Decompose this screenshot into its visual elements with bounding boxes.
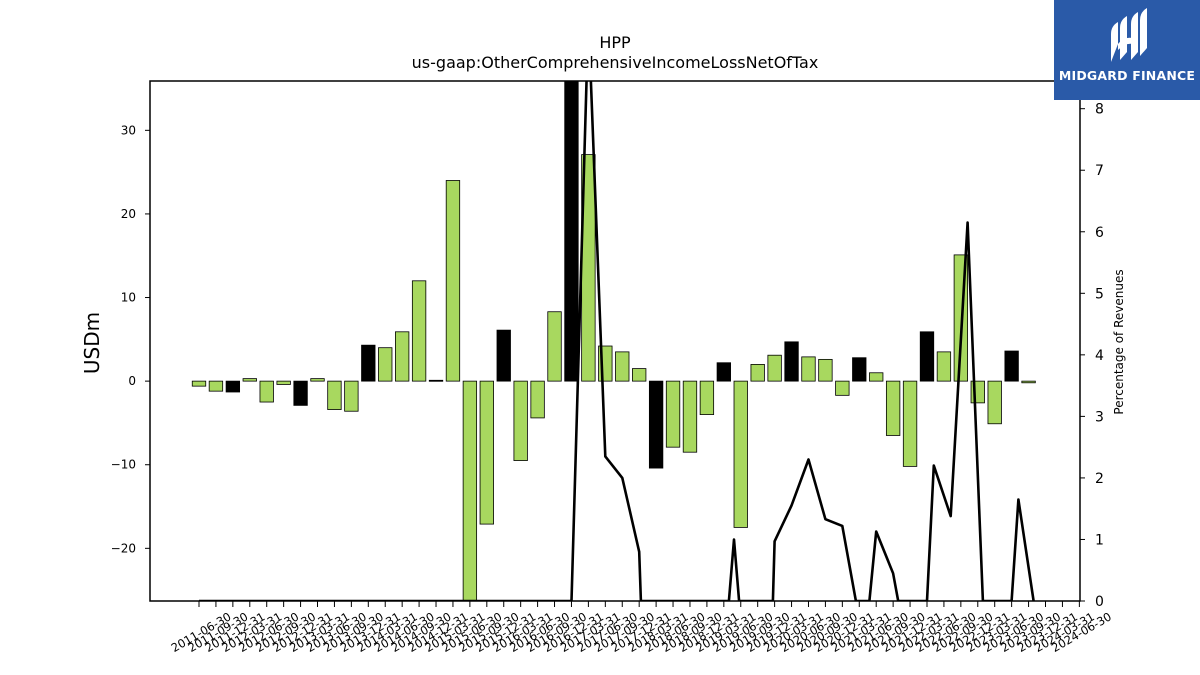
- bar: [801, 356, 816, 382]
- bar: [733, 380, 748, 528]
- y-tick-label: 10: [121, 291, 136, 305]
- bar: [259, 380, 274, 403]
- bar: [208, 380, 224, 392]
- bar: [378, 347, 393, 382]
- y-tick-label: 0: [128, 374, 136, 388]
- bar: [395, 331, 410, 382]
- bar: [767, 354, 782, 382]
- bar: [225, 380, 241, 393]
- bar: [361, 344, 376, 382]
- bar: [344, 380, 359, 412]
- bar: [496, 329, 511, 382]
- bar: [936, 351, 952, 382]
- bar: [242, 378, 257, 382]
- y2-tick-label: 3: [1095, 409, 1104, 425]
- bar: [513, 380, 528, 461]
- bar: [293, 380, 308, 406]
- bar: [852, 357, 867, 382]
- bar: [191, 380, 207, 387]
- y2-tick-label: 4: [1095, 348, 1104, 364]
- bar: [310, 378, 325, 382]
- y2-axis-label: Percentage of Revenues: [1112, 269, 1126, 414]
- bar: [885, 380, 901, 436]
- bar: [869, 372, 884, 382]
- bar: [818, 358, 833, 382]
- bar: [564, 80, 579, 382]
- bar: [276, 380, 291, 385]
- bar: [987, 380, 1002, 425]
- y2-tick-label: 6: [1095, 225, 1104, 241]
- bar: [699, 380, 715, 415]
- plot-area: −20−1001020300123456782011-06-302011-09-…: [111, 80, 1114, 655]
- y2-tick-label: 1: [1095, 532, 1104, 548]
- y2-tick-label: 2: [1095, 471, 1104, 487]
- bar: [784, 341, 799, 382]
- brand-logo: MIDGARD FINANCE: [1054, 0, 1200, 100]
- bar: [479, 380, 494, 525]
- y2-tick-label: 7: [1095, 163, 1104, 179]
- bar: [327, 380, 342, 410]
- bar: [902, 380, 918, 467]
- bar: [665, 380, 681, 448]
- y2-tick-label: 0: [1095, 594, 1104, 610]
- bar: [648, 380, 664, 469]
- plot-frame: [149, 80, 1081, 602]
- chart-subtitle: us-gaap:OtherComprehensiveIncomeLossNetO…: [412, 53, 819, 72]
- bar: [547, 311, 562, 382]
- bar: [530, 380, 545, 419]
- bar: [428, 379, 444, 382]
- bar: [1021, 380, 1036, 384]
- bar: [411, 280, 427, 382]
- y-tick-label: 30: [121, 123, 136, 137]
- bar: [682, 380, 698, 453]
- logo-icon: [1111, 8, 1147, 62]
- bar: [835, 380, 850, 396]
- logo-text: MIDGARD FINANCE: [1058, 68, 1196, 83]
- revenue-percentage-line: [199, 81, 1035, 601]
- bar: [750, 364, 765, 382]
- y2-tick-label: 5: [1095, 286, 1104, 302]
- bar: [445, 180, 461, 382]
- chart-title: HPP: [599, 33, 631, 52]
- y-tick-label: −20: [111, 541, 136, 555]
- y2-tick-label: 8: [1095, 102, 1104, 118]
- bar: [615, 351, 630, 382]
- bar: [462, 380, 478, 602]
- bar: [919, 331, 935, 382]
- bar: [1004, 350, 1019, 382]
- y-axis-label: USDm: [80, 312, 104, 374]
- y-tick-label: 20: [121, 207, 136, 221]
- y-tick-label: −10: [111, 458, 136, 472]
- bar: [716, 362, 731, 382]
- bar: [632, 368, 647, 382]
